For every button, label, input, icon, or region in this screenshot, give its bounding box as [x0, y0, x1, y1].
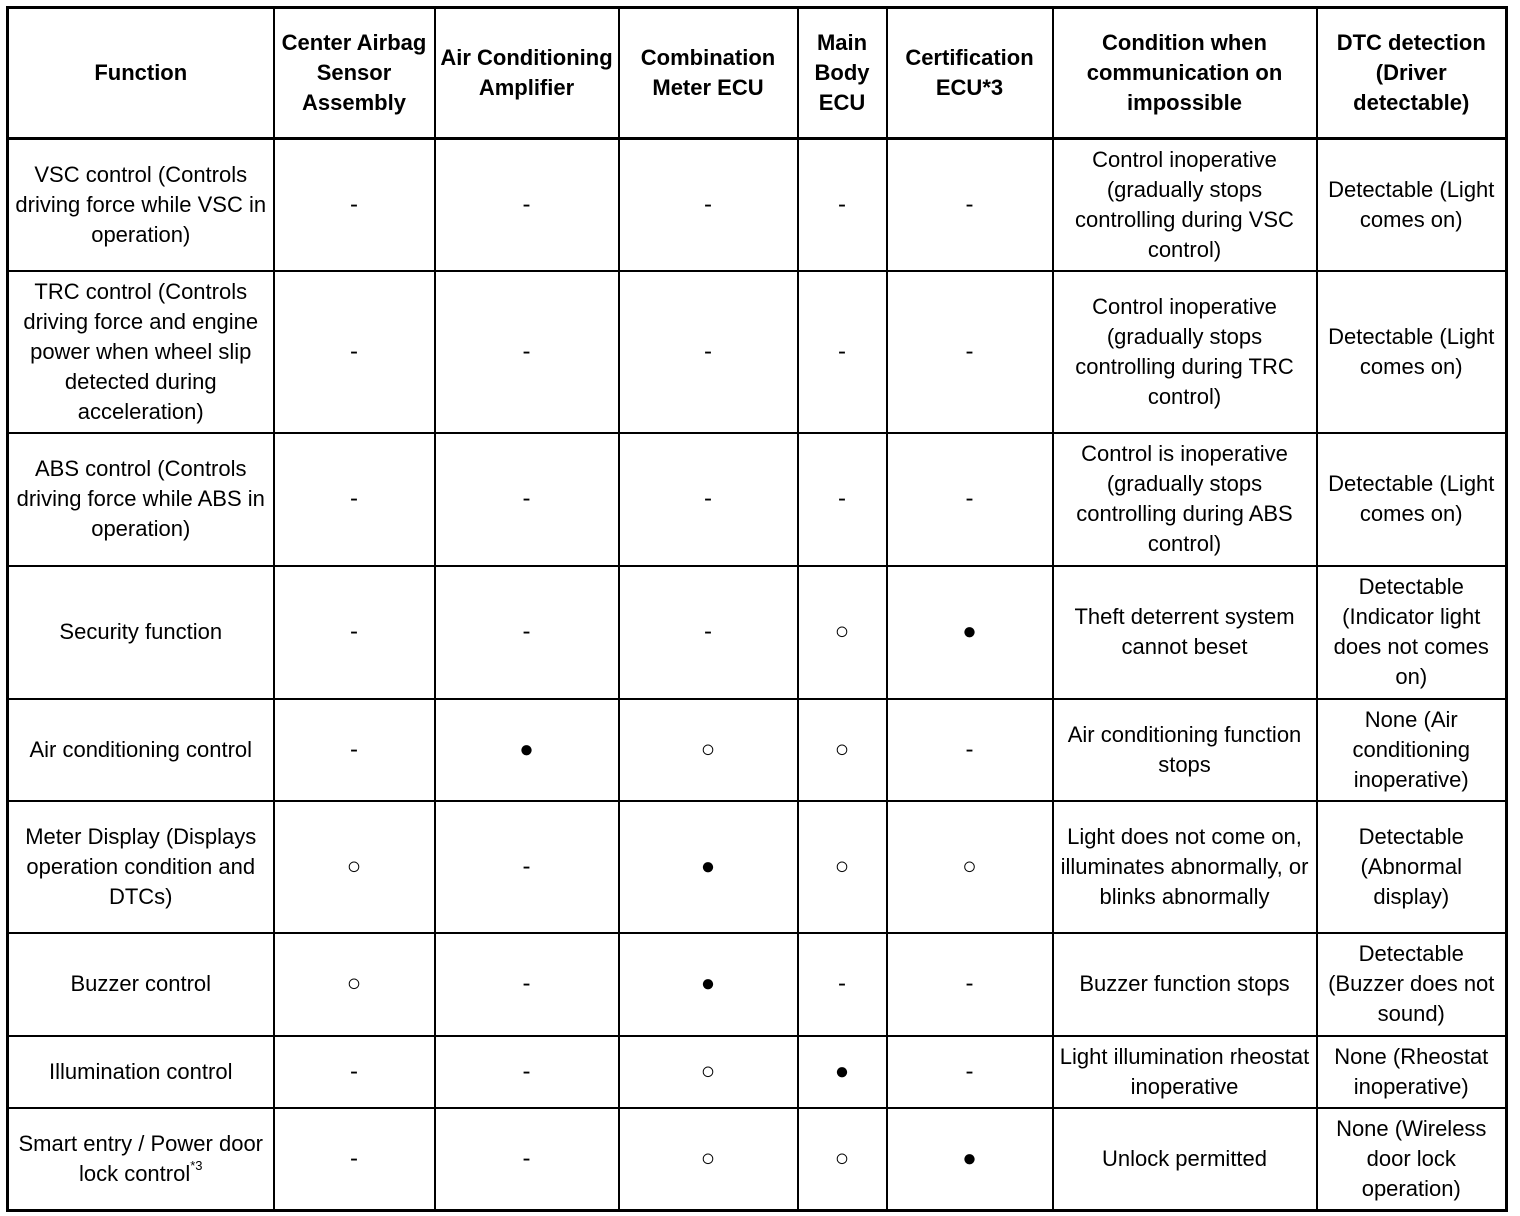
table-row: Buzzer control ○ - ● - - Buzzer function stops…: [6, 931, 1508, 1037]
status-cell: -: [272, 1034, 436, 1109]
text-cell: Detectable (Indicator light does not com…: [1315, 564, 1508, 700]
text-cell: Control inoperative (gradually stops con…: [1051, 137, 1318, 272]
status-cell: -: [885, 137, 1054, 272]
text-cell: Detectable (Abnormal display): [1315, 799, 1508, 934]
status-cell: -: [433, 799, 620, 934]
text-cell: Theft deterrent system cannot beset: [1051, 564, 1318, 700]
function-cell: Smart entry / Power door lock control*3: [6, 1106, 275, 1212]
header-cell: Combination Meter ECU: [617, 6, 799, 140]
function-cell: Security function: [6, 564, 275, 700]
status-cell: -: [272, 137, 436, 272]
table-row: TRC control (Controls driving force and …: [6, 269, 1508, 434]
status-cell: ○: [796, 697, 888, 802]
status-cell: ●: [433, 697, 620, 802]
status-cell: -: [617, 564, 799, 700]
text-cell: Buzzer function stops: [1051, 931, 1318, 1037]
status-cell: -: [617, 137, 799, 272]
status-cell: -: [433, 269, 620, 434]
function-cell: Buzzer control: [6, 931, 275, 1037]
header-cell: Center Airbag Sensor Assembly: [272, 6, 436, 140]
status-cell: -: [272, 1106, 436, 1212]
text-cell: Detectable (Buzzer does not sound): [1315, 931, 1508, 1037]
status-cell: -: [272, 697, 436, 802]
status-cell: ●: [796, 1034, 888, 1109]
status-cell: -: [433, 137, 620, 272]
status-cell: ●: [617, 931, 799, 1037]
text-cell: Light does not come on, illuminates abno…: [1051, 799, 1318, 934]
table-row: Meter Display (Displays operation condit…: [6, 799, 1508, 934]
header-cell: Main Body ECU: [796, 6, 888, 140]
status-cell: -: [885, 431, 1054, 567]
status-cell: ○: [796, 1106, 888, 1212]
function-cell: Illumination control: [6, 1034, 275, 1109]
text-cell: None (Wireless door lock operation): [1315, 1106, 1508, 1212]
status-cell: -: [796, 431, 888, 567]
status-cell: -: [617, 269, 799, 434]
status-cell: ●: [617, 799, 799, 934]
function-cell: TRC control (Controls driving force and …: [6, 269, 275, 434]
table-row: Air conditioning control - ● ○ ○ - Air conditi…: [6, 697, 1508, 802]
status-cell: -: [433, 431, 620, 567]
status-cell: -: [885, 931, 1054, 1037]
table-header: Function Center Airbag Sensor Assembly Air…: [6, 6, 1508, 140]
status-cell: -: [796, 137, 888, 272]
table-row: ABS control (Controls driving force whil…: [6, 431, 1508, 567]
text-cell: Control inoperative (gradually stops con…: [1051, 269, 1318, 434]
status-cell: ○: [796, 564, 888, 700]
text-cell: Air conditioning function stops: [1051, 697, 1318, 802]
header-row: Function Center Airbag Sensor Assembly Air…: [6, 6, 1508, 140]
status-cell: ●: [885, 564, 1054, 700]
text-cell: None (Rheostat inoperative): [1315, 1034, 1508, 1109]
table-row: Smart entry / Power door lock control*3-…: [6, 1106, 1508, 1212]
status-cell: -: [617, 431, 799, 567]
status-cell: -: [433, 1106, 620, 1212]
footnote-mark: *3: [190, 1157, 203, 1173]
text-cell: Unlock permitted: [1051, 1106, 1318, 1212]
text-cell: None (Air conditioning inoperative): [1315, 697, 1508, 802]
text-cell: Light illumination rheostat inoperative: [1051, 1034, 1318, 1109]
status-cell: -: [885, 697, 1054, 802]
status-cell: -: [433, 931, 620, 1037]
header-cell: DTC detection (Driver detectable): [1315, 6, 1508, 140]
header-cell: Condition when communication on impossib…: [1051, 6, 1318, 140]
status-cell: -: [272, 269, 436, 434]
status-cell: -: [433, 1034, 620, 1109]
header-cell: Function: [6, 6, 275, 140]
table-row: Illumination control - - ○ ● - Light illuminat…: [6, 1034, 1508, 1109]
status-cell: -: [796, 931, 888, 1037]
function-cell: VSC control (Controls driving force whil…: [6, 137, 275, 272]
status-cell: ○: [617, 1034, 799, 1109]
table-body: VSC control (Controls driving force whil…: [6, 137, 1508, 1212]
status-cell: ○: [272, 799, 436, 934]
status-cell: -: [796, 269, 888, 434]
text-cell: Detectable (Light comes on): [1315, 431, 1508, 567]
function-cell: Air conditioning control: [6, 697, 275, 802]
text-cell: Control is inoperative (gradually stops …: [1051, 431, 1318, 567]
cell-text: Smart entry / Power door lock control: [18, 1130, 264, 1186]
header-cell: Certification ECU*3: [885, 6, 1054, 140]
status-cell: ○: [617, 697, 799, 802]
status-cell: ●: [885, 1106, 1054, 1212]
comm-table: Function Center Airbag Sensor Assembly Air…: [6, 6, 1508, 1212]
status-cell: ○: [272, 931, 436, 1037]
status-cell: ○: [885, 799, 1054, 934]
status-cell: ○: [617, 1106, 799, 1212]
table-row: VSC control (Controls driving force whil…: [6, 137, 1508, 272]
status-cell: -: [885, 269, 1054, 434]
function-cell: ABS control (Controls driving force whil…: [6, 431, 275, 567]
status-cell: -: [272, 564, 436, 700]
text-cell: Detectable (Light comes on): [1315, 269, 1508, 434]
status-cell: -: [885, 1034, 1054, 1109]
status-cell: -: [272, 431, 436, 567]
text-cell: Detectable (Light comes on): [1315, 137, 1508, 272]
function-cell: Meter Display (Displays operation condit…: [6, 799, 275, 934]
table-row: Security function - - - ○ ● Theft deterrent sy…: [6, 564, 1508, 700]
header-cell: Air Conditioning Amplifier: [433, 6, 620, 140]
status-cell: ○: [796, 799, 888, 934]
status-cell: -: [433, 564, 620, 700]
